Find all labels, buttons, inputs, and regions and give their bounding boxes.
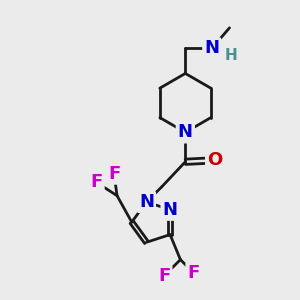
Text: F: F <box>158 267 170 285</box>
Text: N: N <box>178 123 193 141</box>
Text: F: F <box>108 165 120 183</box>
Text: N: N <box>204 39 219 57</box>
Text: N: N <box>163 201 178 219</box>
Text: F: F <box>90 173 103 191</box>
Text: H: H <box>225 48 237 63</box>
Text: O: O <box>207 151 222 169</box>
Text: F: F <box>188 264 200 282</box>
Text: N: N <box>139 193 154 211</box>
